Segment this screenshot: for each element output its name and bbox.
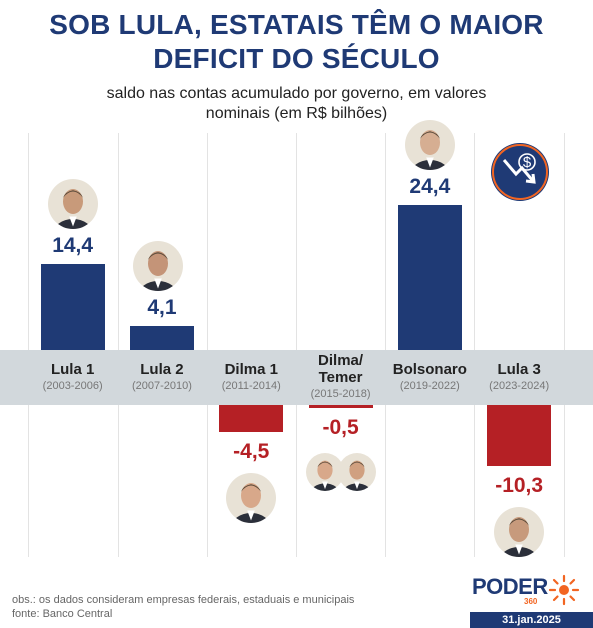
- category-period-2: (2011-2014): [221, 380, 281, 392]
- sunburst-icon: [548, 574, 580, 606]
- value-label-1: 4,1: [147, 295, 177, 319]
- category-label-4: Bolsonaro (2019-2022): [385, 361, 475, 393]
- category-period-4: (2019-2022): [399, 380, 460, 392]
- category-period-3: (2015-2018): [310, 388, 371, 400]
- subtitle-line-1: saldo nas contas acumulado por governo, …: [106, 85, 487, 102]
- brand-sub: 360: [524, 597, 538, 606]
- bar-0: [40, 264, 105, 350]
- value-label-4: 24,4: [409, 174, 451, 198]
- poder360-logo: PODER 360: [472, 574, 582, 606]
- column-3: [296, 133, 387, 557]
- bar-2: [219, 405, 284, 432]
- value-label-0: 14,4: [52, 234, 94, 258]
- category-name-5: Lula 3: [497, 361, 541, 378]
- portrait-4: [404, 119, 455, 170]
- date-badge: 31.jan.2025: [470, 612, 593, 628]
- category-period-0: (2003-2006): [42, 380, 103, 392]
- column-0: [28, 133, 120, 557]
- bar-3: [308, 405, 373, 408]
- column-1: [117, 133, 208, 557]
- column-2: [207, 133, 297, 557]
- footer-note: obs.: os dados consideram empresas feder…: [12, 594, 355, 606]
- category-name-2: Dilma 1: [224, 361, 278, 378]
- category-name-0: Lula 1: [50, 361, 95, 378]
- footer-source: fonte: Banco Central: [12, 608, 113, 620]
- category-label-5: Lula 3 (2023-2024): [474, 361, 564, 393]
- subtitle-line-2: nominais (em R$ bilhões): [205, 105, 388, 122]
- category-label-3: Dilma/Temer (2015-2018): [296, 352, 386, 401]
- portrait-0: [47, 179, 98, 230]
- category-period-5: (2023-2024): [489, 380, 550, 392]
- portrait-2: [226, 472, 277, 523]
- category-label-1: Lula 2 (2007-2010): [117, 361, 207, 393]
- category-label-0: Lula 1 (2003-2006): [28, 361, 118, 393]
- bar-5: [487, 405, 552, 467]
- portrait-3-b: [337, 453, 376, 491]
- title-line-2: DEFICIT DO SÉCULO: [153, 43, 440, 74]
- category-label-2: Dilma 1 (2011-2014): [206, 361, 296, 393]
- chart-title: SOB LULA, ESTATAIS TÊM O MAIOR DEFICIT D…: [0, 8, 593, 76]
- brand-name: PODER: [472, 574, 548, 599]
- column-5: [475, 133, 565, 557]
- title-line-1: SOB LULA, ESTATAIS TÊM O MAIOR: [49, 9, 544, 40]
- value-label-5: -10,3: [495, 474, 544, 498]
- bar-4: [397, 204, 462, 350]
- bar-1: [129, 325, 194, 350]
- column-4: [385, 133, 476, 557]
- chart-subtitle: saldo nas contas acumulado por governo, …: [0, 84, 593, 124]
- value-label-3: -0,5: [322, 416, 359, 439]
- category-name-3: Dilma/Temer: [318, 352, 364, 386]
- category-name-1: Lula 2: [140, 361, 184, 378]
- portrait-3-a: [305, 453, 344, 491]
- category-period-1: (2007-2010): [131, 380, 192, 392]
- category-name-4: Bolsonaro: [392, 361, 467, 378]
- category-band: [0, 350, 593, 405]
- chart-panel: [28, 133, 565, 557]
- value-label-2: -4,5: [233, 439, 270, 463]
- portrait-5: [494, 507, 545, 558]
- money-decline-icon: $: [491, 143, 549, 201]
- portrait-1: [132, 240, 183, 291]
- svg-text:$: $: [523, 154, 532, 171]
